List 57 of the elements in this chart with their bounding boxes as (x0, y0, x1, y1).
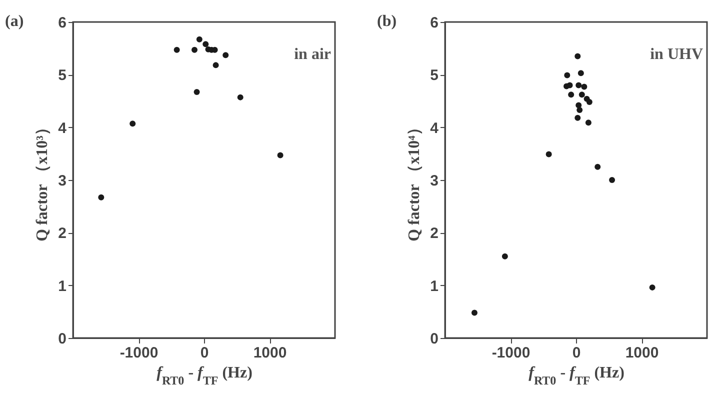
y-tick-label: 6 (58, 14, 66, 32)
point (237, 94, 244, 100)
point (222, 52, 229, 58)
point (174, 46, 180, 53)
point (576, 106, 583, 113)
point (568, 92, 574, 98)
point (546, 151, 552, 158)
point (578, 92, 585, 98)
y-tick-label: 0 (58, 330, 66, 348)
y-tick-label: 6 (430, 14, 438, 32)
y-tick-label: 4 (58, 120, 68, 137)
annotation: in air (294, 46, 331, 63)
x-tick-label: 1000 (253, 344, 287, 362)
point (98, 194, 104, 200)
y-tick-label: 3 (58, 172, 66, 190)
point (202, 41, 209, 48)
point (576, 82, 582, 88)
y-tick-label: 5 (58, 67, 66, 84)
x-tick-label: -1000 (492, 344, 530, 362)
point (277, 152, 284, 158)
point (212, 62, 219, 68)
point (594, 164, 601, 170)
y-tick-label: 5 (430, 67, 438, 84)
y-axis-title: Q factor （x10³） (34, 120, 52, 242)
y-tick-label: 1 (430, 278, 438, 295)
annotation: in UHV (650, 46, 704, 63)
chart-title: (b) (377, 13, 397, 30)
x-tick-label: 0 (200, 344, 209, 362)
y-tick-label: 1 (58, 278, 66, 295)
y-axis-title: Q factor （x10⁴） (406, 120, 424, 242)
point (574, 114, 581, 121)
point (564, 72, 570, 78)
y-tick-label: 2 (430, 225, 438, 242)
point (649, 284, 656, 290)
point (130, 120, 136, 127)
point (196, 36, 202, 42)
point (585, 120, 592, 126)
x-tick-label: 1000 (625, 344, 659, 362)
point (586, 99, 592, 106)
point (471, 310, 478, 316)
point (192, 46, 198, 53)
y-tick-label: 3 (430, 172, 438, 190)
y-tick-label: 2 (58, 225, 66, 242)
point (578, 70, 584, 76)
x-tick-label: -1000 (120, 344, 158, 362)
point (581, 84, 588, 90)
point (574, 53, 581, 60)
x-tick-label: 0 (572, 344, 581, 362)
x-axis-title: f$_{RT0}$ - f$_{TF}$ (Hz) (528, 364, 624, 388)
point (502, 253, 508, 260)
x-axis-title: f$_{RT0}$ - f$_{TF}$ (Hz) (156, 364, 252, 388)
point (566, 82, 573, 88)
point (194, 89, 200, 96)
point (609, 177, 616, 183)
y-tick-label: 4 (430, 120, 440, 137)
chart-title: (a) (5, 13, 24, 30)
y-tick-label: 0 (430, 330, 438, 348)
